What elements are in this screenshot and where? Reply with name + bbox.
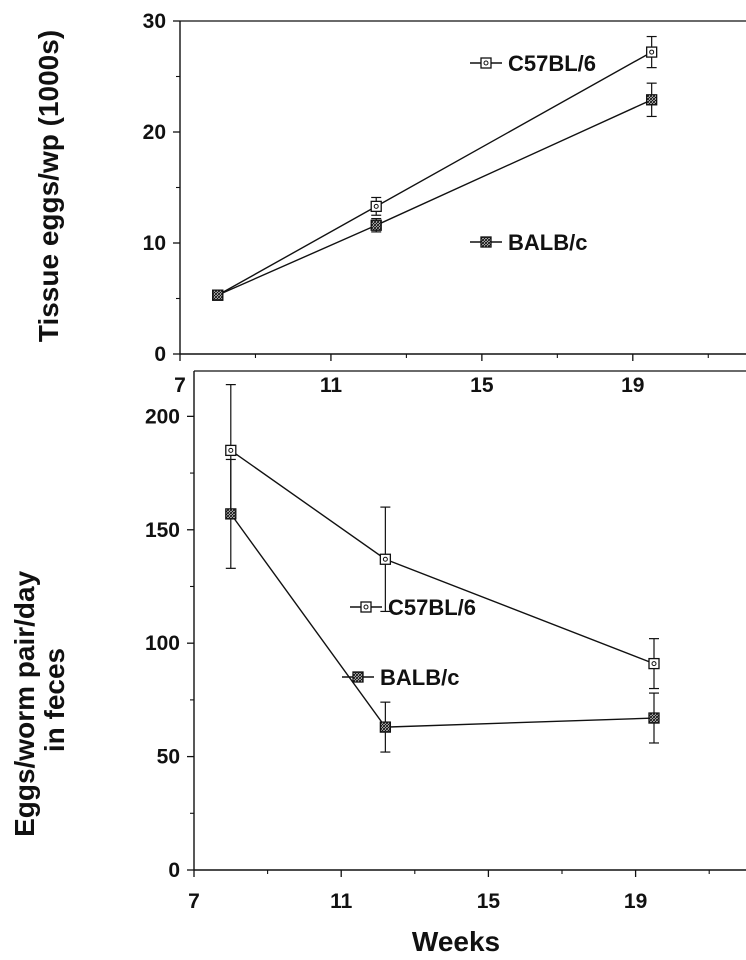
- tissue-eggs-series-1-point-1: [370, 219, 382, 231]
- tissue-eggs-y-tick-label-2: 20: [143, 121, 166, 144]
- fecal-eggs-legend-item-0-marker-dot: [363, 604, 369, 610]
- tissue-eggs-series-0-point-2-square: [646, 46, 658, 58]
- tissue-eggs-series-0-line: [217, 51, 653, 296]
- tissue-eggs-y-ticks: 0 10 20 30: [143, 10, 180, 366]
- fecal-eggs-y-tick-label-2: 100: [145, 632, 180, 655]
- fecal-eggs-legend-item-0-marker-square: [360, 601, 372, 613]
- tissue-eggs-legend-item-0-marker: [480, 57, 492, 69]
- fecal-eggs-series-1-point-1-square: [379, 721, 392, 733]
- tissue-eggs-series-0-point-2: [646, 46, 658, 58]
- fecal-eggs-x-tick-label-0: 7: [188, 890, 200, 913]
- fecal-eggs-series-0: [225, 384, 660, 690]
- fecal-eggs-series-1-point-1: [379, 721, 392, 733]
- tissue-eggs-x-tick-label-1: 11: [320, 374, 343, 397]
- tissue-eggs-series-1-point-2: [646, 94, 658, 106]
- fecal-eggs-series-0-point-0: [225, 444, 237, 457]
- tissue-eggs-legend-item-1-label: BALB/c: [508, 230, 587, 255]
- fecal-eggs-x-axis-title: Weeks: [412, 926, 500, 957]
- tissue-eggs-x-ticks: 7 11 15 19: [174, 354, 709, 397]
- fecal-eggs-series-0-point-2-square: [648, 657, 660, 670]
- fecal-eggs-chart: 0 50 100 150 200 7 11 15 19 Eggs/worm pair/day …: [9, 370, 746, 957]
- tissue-eggs-legend-item-1: BALB/c: [470, 230, 587, 255]
- tissue-eggs-series-1-point-1-square: [370, 219, 382, 231]
- fecal-eggs-series-0-point-0-dot: [228, 447, 234, 453]
- tissue-eggs-series-0-point-1: [370, 200, 382, 213]
- fecal-eggs-legend-item-1: BALB/c: [342, 665, 459, 690]
- fecal-eggs-y-tick-label-0: 0: [168, 859, 180, 882]
- tissue-eggs-legend-item-0-marker-square: [480, 57, 492, 69]
- fecal-eggs-y-tick-label-3: 150: [145, 519, 180, 542]
- fecal-eggs-series-layer: [225, 384, 660, 753]
- tissue-eggs-legend-item-0: C57BL/6: [470, 51, 596, 76]
- fecal-eggs-legend-item-0-marker: [360, 601, 372, 613]
- tissue-eggs-series-0: [212, 35, 658, 301]
- fecal-eggs-y-tick-label-4: 200: [145, 405, 180, 428]
- fecal-eggs-legend-item-1-label: BALB/c: [380, 665, 459, 690]
- fecal-eggs-y-ticks: 0 50 100 150 200: [145, 405, 194, 882]
- fecal-eggs-x-tick-label-2: 15: [477, 890, 501, 913]
- fecal-eggs-legend-item-1-marker-square: [352, 671, 364, 683]
- tissue-eggs-legend-item-0-marker-dot: [483, 60, 489, 66]
- tissue-eggs-series-0-point-1-square: [370, 200, 382, 213]
- fecal-eggs-legend-item-0: C57BL/6: [350, 595, 476, 620]
- fecal-eggs-series-0-point-0-square: [225, 444, 237, 457]
- fecal-eggs-series-1-line: [230, 513, 655, 728]
- tissue-eggs-y-axis-title: Tissue eggs/wp (1000s): [33, 30, 64, 342]
- fecal-eggs-y-tick-label-1: 50: [157, 746, 180, 769]
- tissue-eggs-chart: 0 10 20 30 7 11 15 19 Tissue eggs/wp (1000s) C…: [33, 10, 746, 397]
- tissue-eggs-y-tick-label-1: 10: [143, 232, 166, 255]
- fecal-eggs-series-0-point-1-square: [379, 553, 392, 565]
- tissue-eggs-series-1-line: [217, 99, 652, 296]
- tissue-eggs-x-tick-label-2: 15: [470, 374, 494, 397]
- tissue-eggs-x-tick-label-3: 19: [621, 374, 644, 397]
- tissue-eggs-series-0-point-1-dot: [373, 203, 379, 209]
- tissue-eggs-y-tick-label-3: 30: [143, 10, 166, 33]
- tissue-eggs-axes: [179, 20, 746, 355]
- fecal-eggs-series-1: [225, 458, 660, 753]
- tissue-eggs-series-1-point-0: [212, 289, 224, 301]
- fecal-eggs-series-0-point-1: [379, 553, 392, 565]
- fecal-eggs-series-0-point-2-dot: [651, 661, 657, 667]
- tissue-eggs-series-1-point-2-square: [646, 94, 658, 106]
- fecal-eggs-x-tick-label-1: 11: [330, 890, 353, 913]
- tissue-eggs-x-tick-label-0: 7: [174, 374, 186, 397]
- fecal-eggs-legend-item-0-label: C57BL/6: [388, 595, 476, 620]
- fecal-eggs-x-ticks: 7 11 15 19: [188, 870, 710, 913]
- tissue-eggs-legend: C57BL/6 BALB/c: [470, 51, 596, 255]
- tissue-eggs-legend-item-1-marker-square: [480, 236, 492, 248]
- fecal-eggs-series-0-point-2: [648, 657, 660, 670]
- fecal-eggs-x-tick-label-3: 19: [624, 890, 647, 913]
- tissue-eggs-series-layer: [212, 35, 658, 301]
- fecal-eggs-series-1-point-0: [225, 508, 237, 520]
- fecal-eggs-y-axis-title-line-1: Eggs/worm pair/day: [9, 570, 40, 836]
- tissue-eggs-legend-item-0-label: C57BL/6: [508, 51, 596, 76]
- fecal-eggs-series-0-point-1-dot: [382, 556, 388, 562]
- tissue-eggs-series-0-point-2-dot: [649, 49, 655, 55]
- tissue-eggs-series-1: [212, 82, 658, 301]
- fecal-eggs-legend-item-1-marker: [352, 671, 364, 683]
- tissue-eggs-y-tick-label-0: 0: [154, 343, 166, 366]
- fecal-eggs-axes: [193, 370, 746, 871]
- fecal-eggs-series-1-point-0-square: [225, 508, 237, 520]
- fecal-eggs-y-axis-title-line-2: in feces: [39, 648, 70, 752]
- fecal-eggs-series-1-point-2-square: [648, 712, 660, 724]
- fecal-eggs-series-0-line: [230, 449, 655, 665]
- fecal-eggs-series-1-point-2: [648, 712, 660, 724]
- tissue-eggs-series-1-point-0-square: [212, 289, 224, 301]
- fecal-eggs-y-axis-title: Eggs/worm pair/day in feces: [9, 563, 70, 837]
- tissue-eggs-legend-item-1-marker: [480, 236, 492, 248]
- fecal-eggs-legend: C57BL/6 BALB/c: [342, 595, 476, 690]
